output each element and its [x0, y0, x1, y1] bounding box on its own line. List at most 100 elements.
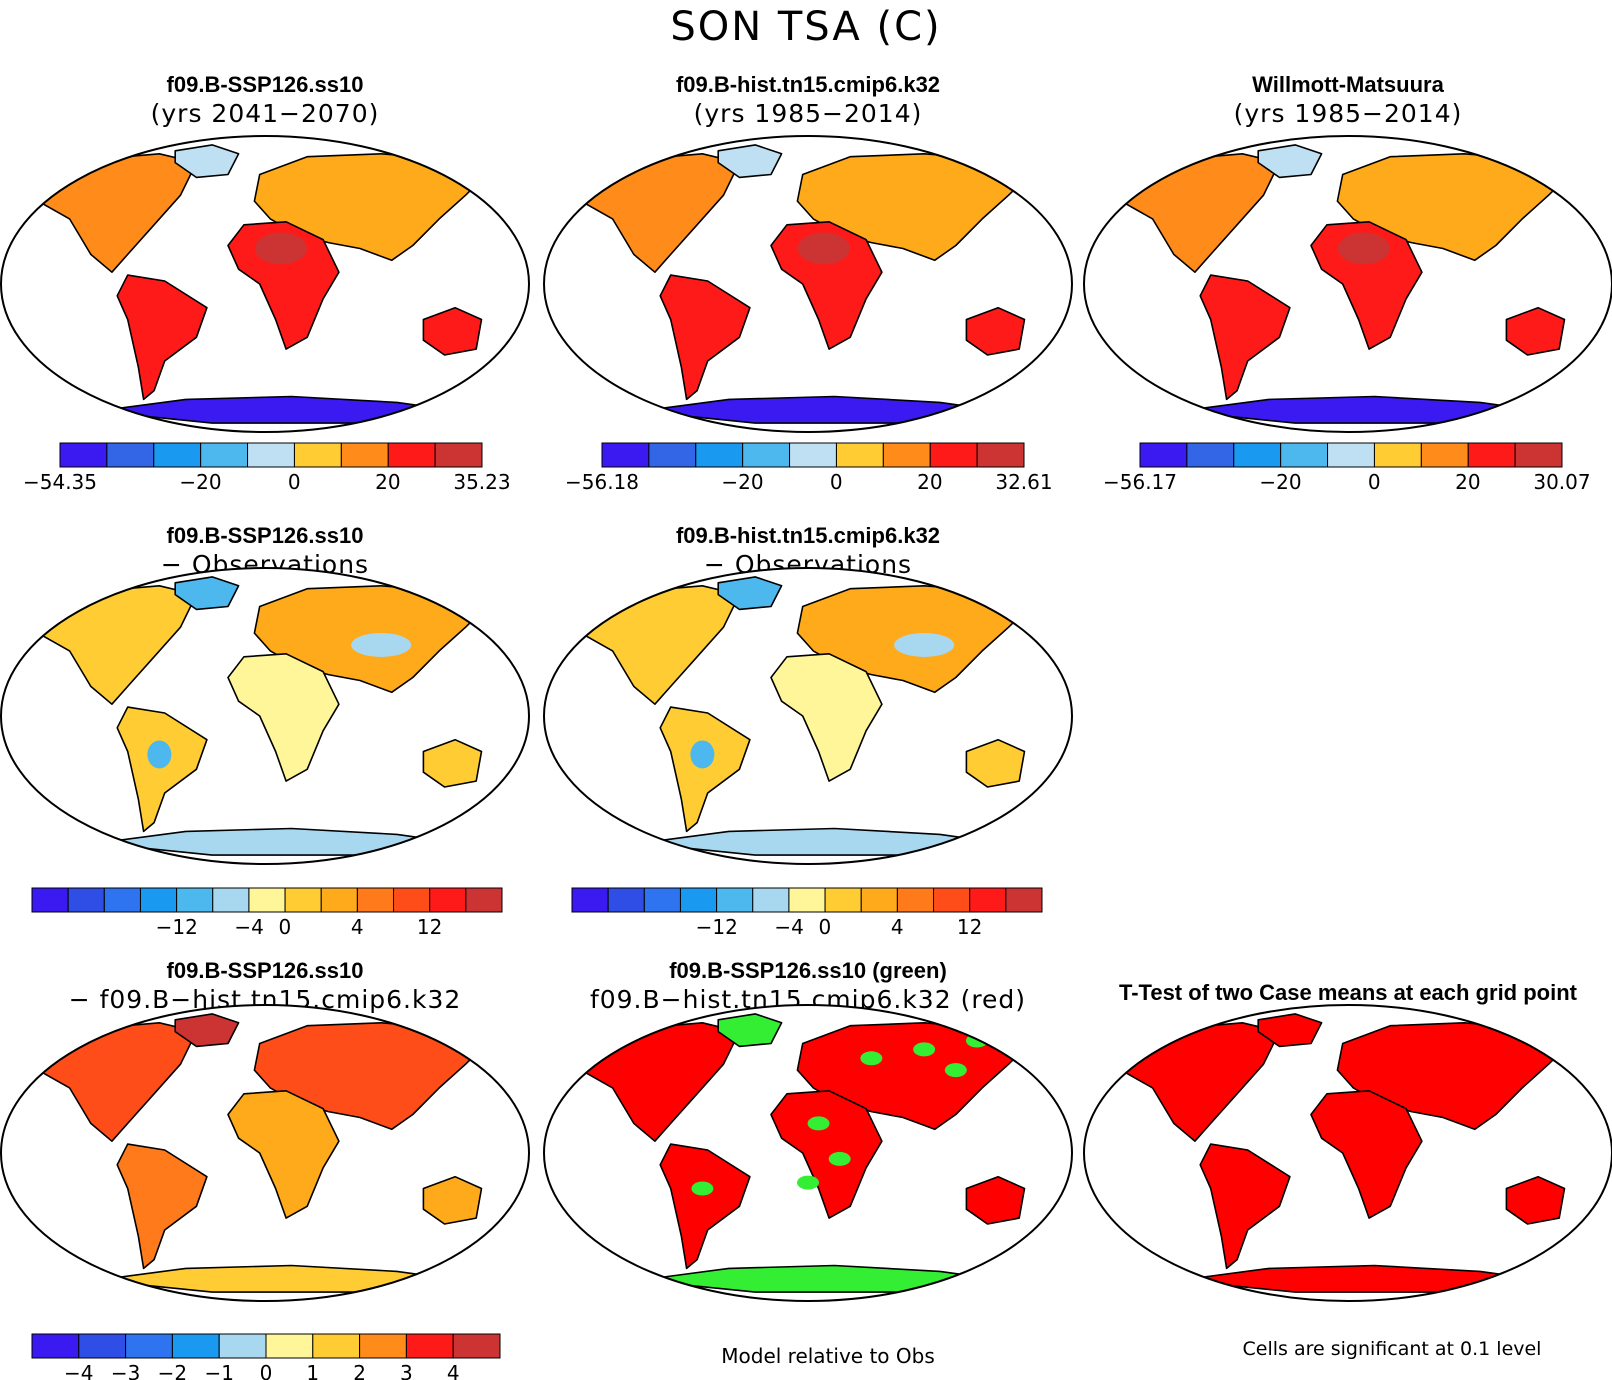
colorbar-tick-label: −4 [234, 915, 263, 939]
panel-title: f09.B-SSP126.ss10 [167, 958, 364, 983]
land-layer [37, 576, 488, 856]
land-layer [37, 144, 488, 424]
land-layer [1120, 144, 1571, 424]
colorbar-swatch [1280, 442, 1329, 468]
colorbar-2: −56.18 −20 0 20 32.61 [565, 442, 1053, 494]
colorbar-tick-label: −56.18 [565, 470, 639, 494]
colorbar-swatch [1233, 442, 1282, 468]
colorbar-swatch [601, 442, 650, 468]
colorbar-tick-label: 4 [891, 915, 904, 939]
colorbar-tick-label: −4 [774, 915, 803, 939]
colorbar-tick-label: 3 [400, 1361, 413, 1380]
landmass-australia [965, 306, 1026, 356]
landmass-north-america [1120, 1021, 1281, 1142]
panel-subtitle: (yrs 1985−2014) [694, 99, 923, 128]
colorbar-swatch [265, 1333, 314, 1359]
landmass-greenland [174, 144, 240, 179]
colorbar-swatch [1420, 442, 1469, 468]
colorbar-tick-label: 20 [917, 470, 942, 494]
map-border [543, 1004, 1073, 1302]
colorbar-tick-label: 0 [260, 1361, 273, 1380]
colorbar-3: −56.17 −20 0 20 30.07 [1103, 442, 1591, 494]
panel-title: f09.B-SSP126.ss10 (green) [669, 958, 947, 983]
green-patch [860, 1051, 883, 1066]
cool-bias-region [894, 632, 955, 657]
landmass-south-america [1199, 1143, 1291, 1270]
map-panel-1: f09.B-SSP126.ss10(yrs 2041−2070) [0, 72, 530, 433]
landmass-australia [965, 1175, 1026, 1225]
panel-title: T-Test of two Case means at each grid po… [1119, 980, 1578, 1005]
landmass-africa [227, 652, 340, 782]
colorbar-swatch [1514, 442, 1563, 468]
colorbar-swatch [356, 887, 395, 913]
colorbar-swatch [429, 887, 467, 913]
colorbar-swatch [103, 887, 141, 913]
colorbar-swatch [969, 887, 1007, 913]
landmass-north-america [37, 584, 198, 706]
map-panel-5: f09.B-hist.tn15.cmip6.k32− Observations [543, 523, 1073, 865]
colorbar-swatch [284, 887, 322, 913]
colorbar-swatch [139, 887, 178, 913]
green-patch [691, 1181, 714, 1196]
colorbar-swatch [929, 442, 978, 468]
colorbar-swatch [171, 1333, 220, 1359]
map-panel-2: f09.B-hist.tn15.cmip6.k32(yrs 1985−2014) [543, 72, 1073, 433]
landmass-greenland [717, 576, 783, 611]
map-border [543, 567, 1073, 865]
colorbar-1: −54.35 −20 0 20 35.23 [23, 442, 511, 494]
colorbar-swatch [78, 1333, 127, 1359]
landmass-north-america [580, 1021, 741, 1142]
model-relative-note: Model relative to Obs [721, 1344, 935, 1368]
colorbar-tick-label: 4 [447, 1361, 460, 1380]
landmass-north-america [37, 153, 198, 274]
colorbar-tick-label: 0 [1368, 470, 1381, 494]
green-patch [913, 1042, 936, 1057]
colorbar-tick-label: 20 [1455, 470, 1480, 494]
colorbar-swatch [742, 442, 791, 468]
colorbar-swatch [1186, 442, 1235, 468]
colorbar-swatch [125, 1333, 173, 1359]
landmass-greenland [717, 1013, 783, 1048]
colorbar-tick-label: 0 [830, 470, 843, 494]
landmass-africa [770, 221, 883, 350]
colorbar-swatch [882, 442, 931, 468]
colorbar-swatch [200, 442, 249, 468]
colorbar-tick-label: −12 [156, 915, 198, 939]
map-panel-3: Willmott-Matsuura(yrs 1985−2014) [1083, 72, 1612, 433]
colorbar-swatch [293, 442, 342, 468]
landmass-south-america [659, 274, 751, 401]
green-patch [828, 1151, 851, 1166]
landmass-north-america [580, 584, 741, 706]
landmass-south-america [659, 1143, 751, 1270]
land-layer [580, 144, 1031, 424]
colorbar-swatch [716, 887, 754, 913]
landmass-australia [1505, 1175, 1566, 1225]
cool-bias-region [147, 740, 172, 769]
colorbar-swatch [752, 887, 790, 913]
landmass-north-america [37, 1021, 198, 1142]
significance-note: Cells are significant at 0.1 level [1243, 1338, 1542, 1360]
colorbar-tick-label: 30.07 [1533, 470, 1590, 494]
colorbar-swatch [59, 442, 108, 468]
colorbar-swatch [1327, 442, 1375, 468]
colorbar-swatch [387, 442, 436, 468]
colorbar-tick-label: 0 [278, 915, 291, 939]
colorbar-tick-label: 0 [288, 470, 301, 494]
colorbar-swatch [452, 1333, 501, 1359]
colorbar-tick-label: −4 [64, 1361, 93, 1380]
land-layer [580, 576, 1031, 856]
colorbar-swatch [679, 887, 718, 913]
colorbar-swatch [31, 887, 69, 913]
landmass-greenland [174, 576, 240, 611]
landmass-africa [227, 1090, 340, 1219]
colorbar-swatch [465, 887, 503, 913]
panel-subtitle: (yrs 1985−2014) [1234, 99, 1463, 128]
colorbar-tick-label: −3 [111, 1361, 140, 1380]
panel-title: f09.B-SSP126.ss10 [167, 523, 364, 548]
colorbar-swatch [896, 887, 935, 913]
cool-bias-region [690, 740, 715, 769]
colorbar-swatch [976, 442, 1025, 468]
colorbar-swatch [67, 887, 105, 913]
panel-subtitle: (yrs 2041−2070) [151, 99, 380, 128]
colorbar-swatch [824, 887, 862, 913]
